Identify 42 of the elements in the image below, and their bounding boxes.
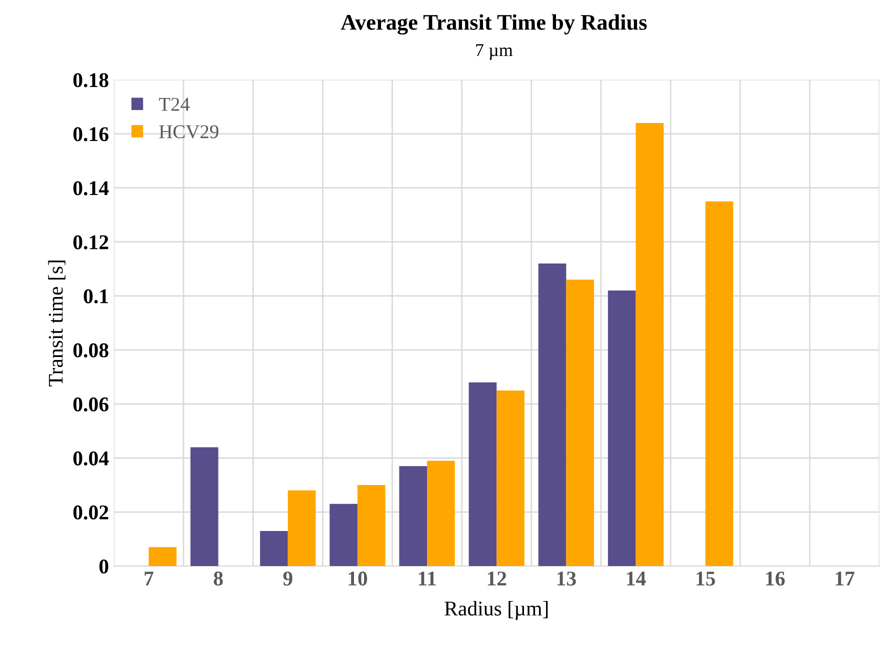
bar	[496, 390, 524, 566]
y-tick-label: 0.14	[73, 181, 109, 196]
y-tick-label: 0.12	[73, 235, 108, 250]
x-axis-title: Radius [µm]	[444, 600, 548, 620]
y-tick-label: 0	[99, 559, 108, 574]
bar	[705, 201, 734, 566]
x-tick-label: 9	[283, 572, 292, 586]
bar	[608, 290, 636, 566]
x-tick-label: 7	[144, 572, 154, 586]
legend-label: T24	[158, 98, 190, 111]
x-tick-label: 14	[627, 572, 646, 586]
bar	[538, 263, 566, 566]
bar	[636, 122, 664, 566]
x-tick-label: 10	[348, 572, 368, 586]
y-tick-label: 0.16	[73, 127, 108, 142]
x-tick-label: 8	[214, 572, 223, 586]
bar	[190, 447, 218, 566]
x-tick-label: 13	[557, 572, 576, 586]
chart-title: Average Transit Time by Radius	[340, 14, 647, 35]
bar	[330, 504, 358, 566]
bar	[427, 460, 455, 566]
x-tick-label: 16	[766, 572, 785, 586]
y-tick-label: 0.18	[73, 73, 108, 88]
bar	[357, 485, 386, 566]
y-tick-label: 0.1	[84, 289, 108, 304]
bar	[468, 382, 497, 566]
legend-label: HCV29	[159, 125, 218, 138]
y-tick-label: 0.06	[73, 397, 108, 412]
bar	[148, 547, 177, 566]
bar	[399, 466, 428, 566]
x-tick-label: 15	[696, 572, 716, 586]
y-tick-label: 0.02	[73, 505, 108, 520]
chart-subtitle: 7 µm	[476, 44, 513, 60]
bar	[566, 280, 594, 566]
x-tick-label: 17	[836, 572, 854, 586]
bar	[260, 530, 288, 566]
y-tick-label: 0.04	[73, 451, 109, 466]
x-tick-label: 11	[418, 572, 436, 586]
y-axis-title: Transit time [s]	[48, 260, 66, 386]
x-tick-label: 12	[488, 572, 506, 586]
bar	[288, 490, 316, 566]
y-tick-label: 0.08	[73, 343, 108, 358]
